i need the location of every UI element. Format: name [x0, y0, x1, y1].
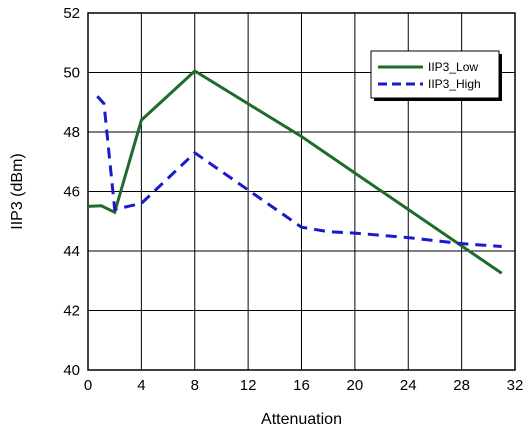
x-tick-label: 0: [84, 377, 92, 394]
y-tick-label: 46: [63, 184, 80, 201]
y-tick-label: 50: [63, 65, 80, 82]
grid: [87, 12, 516, 371]
x-axis-title: Attenuation: [261, 411, 342, 428]
x-tick-label: 8: [191, 377, 199, 394]
x-tick-label: 4: [137, 377, 145, 394]
legend-label: IIP3_High: [428, 77, 481, 91]
x-tick-label: 12: [240, 377, 257, 394]
x-tick-label: 32: [507, 377, 524, 394]
x-tick-label: 16: [293, 377, 310, 394]
series-line-iip3-low: [87, 69, 503, 275]
series-line-iip3-high: [96, 95, 502, 248]
series-layer: [87, 69, 503, 275]
y-tick-label: 48: [63, 124, 80, 141]
y-tick-label: 52: [63, 5, 80, 22]
x-tick-label: 28: [453, 377, 470, 394]
legend-label: IIP3_Low: [428, 60, 478, 74]
legend-box: [370, 50, 500, 99]
x-tick-label: 20: [347, 377, 364, 394]
y-tick-label: 44: [63, 243, 80, 260]
legend: IIP3_Low IIP3_High: [370, 50, 502, 101]
x-tick-label: 24: [400, 377, 417, 394]
y-tick-label: 40: [63, 362, 80, 379]
y-axis-title: IIP3 (dBm): [9, 153, 26, 229]
y-tick-label: 42: [63, 303, 80, 320]
plot-frame: [87, 12, 516, 371]
